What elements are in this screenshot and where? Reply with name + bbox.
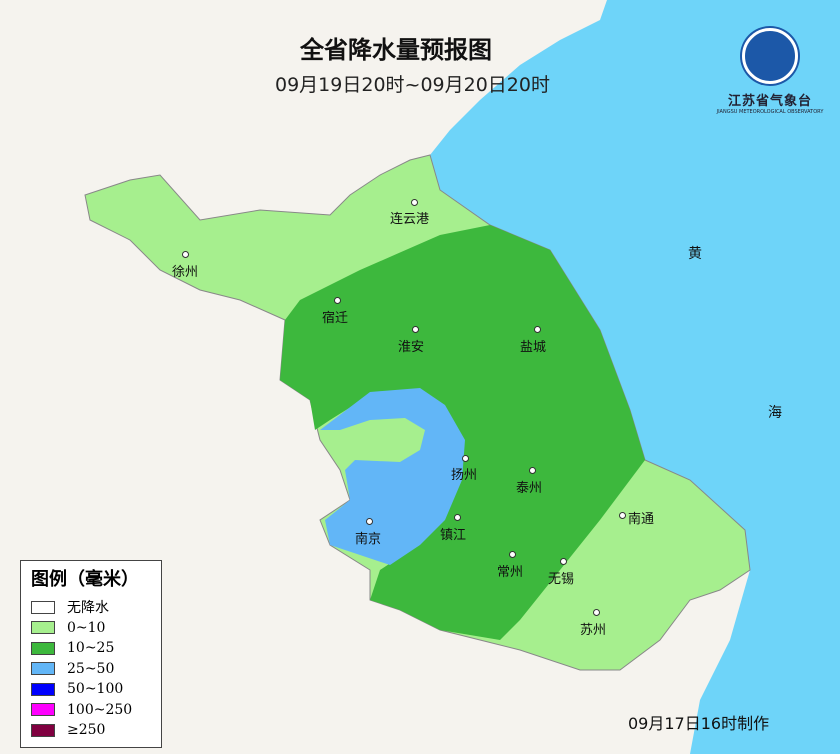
city-dot — [462, 455, 469, 462]
logo-en: JIANGSU METEOROLOGICAL OBSERVATORY — [716, 109, 824, 115]
legend-swatch — [31, 621, 55, 635]
legend-swatch — [31, 641, 55, 655]
legend: 图例（毫米） 无降水 0~10 10~25 25~50 50~100 100~250 ≥25… — [20, 560, 162, 748]
city-dot — [534, 326, 541, 333]
legend-label: 10~25 — [67, 640, 115, 657]
legend-item: 50~100 — [31, 679, 151, 700]
observatory-logo: 江苏省气象台 JIANGSU METEOROLOGICAL OBSERVATOR… — [705, 28, 835, 115]
city-label: 宿迁 — [322, 311, 349, 326]
city-dot — [509, 551, 516, 558]
city-dot — [182, 251, 189, 258]
sea-label: 海 — [768, 405, 782, 421]
legend-item: 10~25 — [31, 638, 151, 659]
city-label: 盐城 — [520, 340, 547, 355]
map-title: 全省降水量预报图 — [300, 36, 492, 64]
region-10-25 — [280, 225, 645, 640]
city-label: 连云港 — [390, 212, 430, 227]
city-label: 南通 — [628, 512, 655, 527]
legend-swatch — [31, 662, 55, 676]
city-dot — [454, 514, 461, 521]
legend-item: 无降水 — [31, 597, 151, 618]
legend-label: 无降水 — [67, 600, 109, 617]
legend-title: 图例（毫米） — [31, 569, 139, 590]
city-dot — [619, 512, 626, 519]
logo-org: 江苏省气象台 — [727, 94, 812, 109]
legend-label: 100~250 — [67, 701, 133, 718]
city-label: 扬州 — [451, 468, 478, 483]
sea — [430, 0, 840, 754]
city-label: 镇江 — [440, 528, 467, 543]
legend-label: ≥250 — [67, 722, 106, 739]
forecast-period: 09月19日20时~09月20日20时 — [275, 74, 550, 96]
city-dot — [366, 518, 373, 525]
legend-item: 100~250 — [31, 700, 151, 721]
logo-seal-icon — [742, 28, 798, 84]
region-25-50 — [320, 388, 465, 565]
sea-label: 黄 — [688, 246, 702, 262]
city-label: 苏州 — [580, 623, 607, 638]
legend-swatch — [31, 723, 55, 737]
legend-swatch — [31, 703, 55, 717]
city-label: 无锡 — [548, 572, 575, 587]
legend-swatch — [31, 600, 55, 614]
city-label: 常州 — [497, 565, 524, 580]
legend-swatch — [31, 682, 55, 696]
city-dot — [529, 467, 536, 474]
city-dot — [411, 199, 418, 206]
city-label: 泰州 — [516, 481, 543, 496]
city-dot — [593, 609, 600, 616]
city-label: 南京 — [355, 532, 382, 547]
city-dot — [334, 297, 341, 304]
legend-item: 0~10 — [31, 618, 151, 639]
legend-label: 0~10 — [67, 619, 106, 636]
city-label: 淮安 — [398, 340, 425, 355]
legend-item: ≥250 — [31, 720, 151, 741]
issue-time: 09月17日16时制作 — [628, 714, 770, 733]
city-dot — [412, 326, 419, 333]
city-dot — [560, 558, 567, 565]
legend-label: 50~100 — [67, 681, 124, 698]
city-label: 徐州 — [172, 265, 199, 280]
legend-item: 25~50 — [31, 659, 151, 680]
legend-label: 25~50 — [67, 660, 115, 677]
